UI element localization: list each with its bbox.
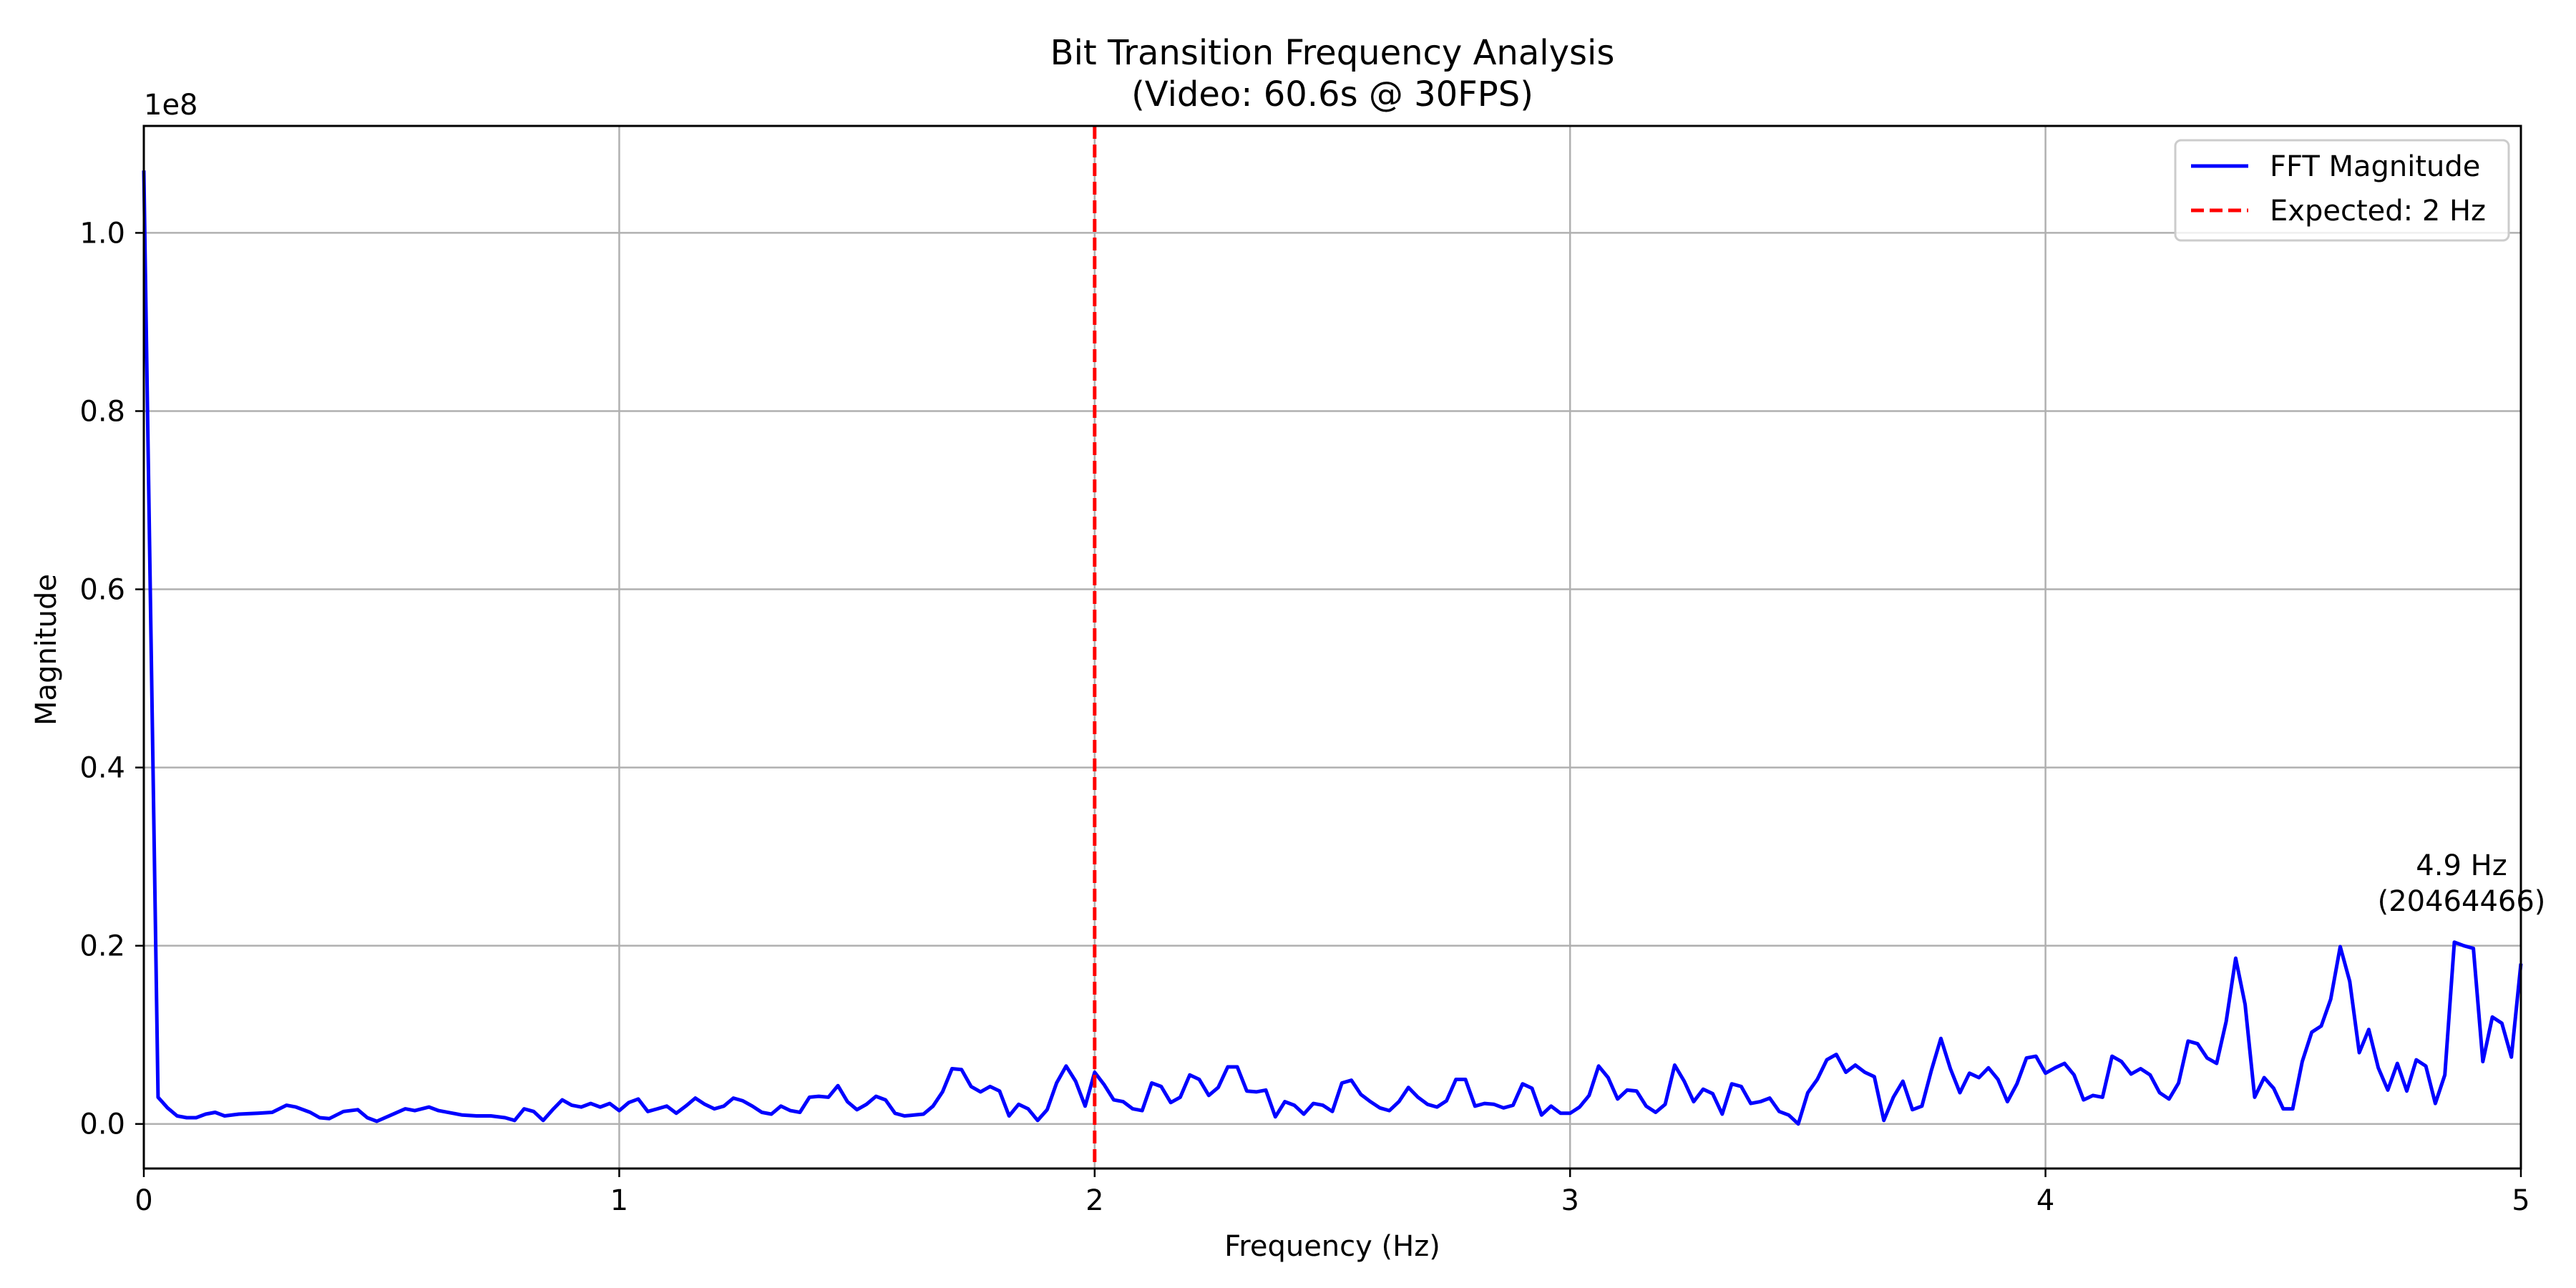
- peak-annotation-line-2: (20464466): [2378, 885, 2546, 918]
- x-tick-label: 0: [135, 1184, 152, 1217]
- x-tick-label: 3: [1561, 1184, 1579, 1217]
- chart-title-line-1: Bit Transition Frequency Analysis: [1050, 33, 1615, 73]
- axes-frame: [142, 125, 2522, 1170]
- legend-label-expected: Expected: 2 Hz: [2270, 195, 2486, 228]
- x-tick-label: 4: [2036, 1184, 2054, 1217]
- x-tick-label: 2: [1085, 1184, 1103, 1217]
- x-axis: 0 1 2 3 4 5: [135, 1169, 2530, 1217]
- x-tick-label: 5: [2512, 1184, 2529, 1217]
- grid-lines: [142, 126, 2522, 1169]
- x-tick-label: 1: [610, 1184, 628, 1217]
- y-offset-text: 1e8: [144, 89, 198, 122]
- y-tick-label: 0.0: [79, 1108, 125, 1141]
- y-tick-label: 0.8: [79, 395, 125, 428]
- y-axis-label: Magnitude: [30, 574, 63, 726]
- y-tick-label: 0.6: [79, 574, 125, 607]
- peak-annotation-line-1: 4.9 Hz: [2416, 849, 2507, 882]
- y-tick-label: 0.4: [79, 752, 125, 785]
- x-axis-label: Frequency (Hz): [1224, 1230, 1440, 1263]
- y-tick-label: 1.0: [79, 217, 125, 250]
- peak-annotation: 4.9 Hz (20464466): [2378, 849, 2546, 918]
- legend-label-fft: FFT Magnitude: [2270, 150, 2480, 183]
- chart-title-line-2: (Video: 60.6s @ 30FPS): [1131, 74, 1533, 114]
- y-tick-label: 0.2: [79, 930, 125, 963]
- legend: FFT Magnitude Expected: 2 Hz: [2174, 139, 2510, 242]
- y-axis: 0.0 0.2 0.4 0.6 0.8 1.0: [79, 217, 144, 1141]
- plot-area: [142, 126, 2523, 1169]
- legend-box: [2174, 139, 2510, 242]
- fft-magnitude-line: [142, 170, 2523, 1126]
